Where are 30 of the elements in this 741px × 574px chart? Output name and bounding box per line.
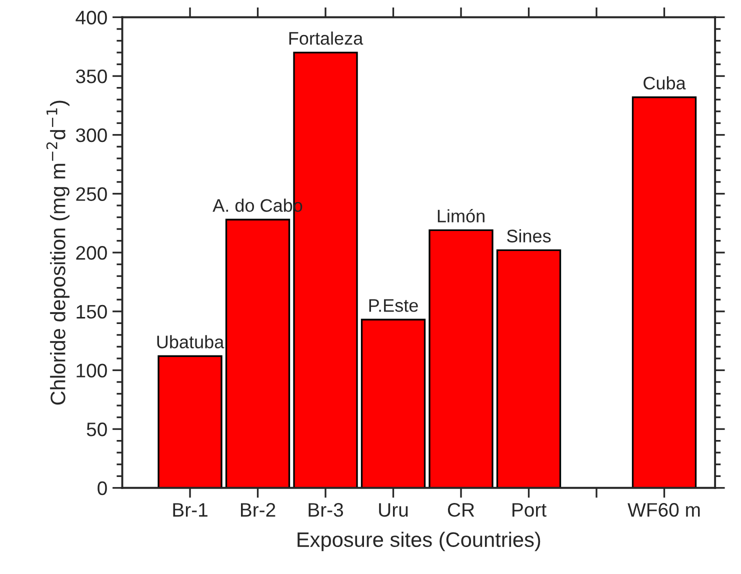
- x-tick-label: CR: [448, 502, 474, 517]
- y-tick-label: 0: [98, 481, 107, 496]
- y-tick-label: 400: [76, 10, 107, 24]
- annotation: Cuba: [644, 76, 686, 90]
- x-tick-label: WF60 m: [628, 502, 700, 517]
- bar: [428, 229, 494, 488]
- bar: [158, 355, 222, 488]
- bar: [225, 218, 290, 488]
- y-axis-title: Chloride deposition (mg m$^{−2}$d$^{−1}$): [46, 100, 70, 405]
- x-axis-title: Exposure sites (Countries): [298, 532, 540, 552]
- y-tick-label: 150: [76, 304, 107, 319]
- y-tick-label: 300: [76, 128, 107, 142]
- x-tick-label: Br-3: [308, 502, 344, 517]
- y-tick-label: 350: [76, 70, 107, 84]
- annotation: Limón: [438, 208, 484, 222]
- annotation: P.Este: [369, 299, 418, 312]
- y-tick-label: 50: [86, 422, 107, 436]
- y-tick-label: 250: [76, 187, 107, 201]
- bar: [632, 96, 697, 488]
- y-tick-label: 100: [76, 364, 107, 378]
- x-tick-label: Br-1: [173, 503, 208, 517]
- annotation: Ubatuba: [157, 335, 224, 348]
- bar: [360, 318, 426, 488]
- y-tick-label: 200: [76, 246, 107, 260]
- annotation: Fortaleza: [289, 32, 364, 45]
- bar: [496, 249, 562, 488]
- x-tick-label: Br-2: [240, 502, 276, 517]
- x-tick-label: Uru: [379, 503, 408, 517]
- x-tick-label: Port: [512, 503, 546, 517]
- annotation: Sines: [506, 229, 551, 242]
